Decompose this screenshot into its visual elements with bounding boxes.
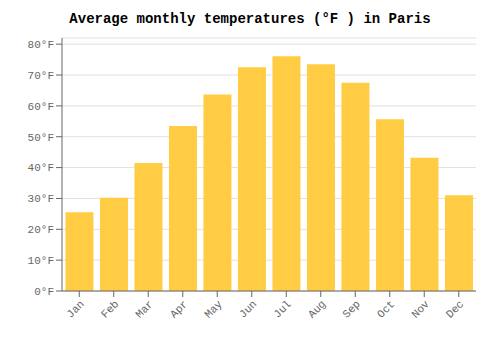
html-text:Average monthly temperatures (: Average monthly temperatures (°F ) in Pa…: [69, 11, 431, 27]
svg-text:60°F: 60°F: [28, 101, 54, 113]
svg-text:70°F: 70°F: [28, 70, 54, 82]
svg-text:40°F: 40°F: [28, 162, 54, 174]
svg-text:80°F: 80°F: [28, 39, 54, 51]
svg-text:Feb: Feb: [99, 298, 121, 320]
svg-text:Jul: Jul: [271, 298, 293, 320]
svg-text:20°F: 20°F: [28, 224, 54, 236]
svg-text:Oct: Oct: [375, 298, 397, 320]
svg-text:Jun: Jun: [237, 298, 259, 320]
svg-text:Apr: Apr: [168, 298, 190, 320]
svg-text:Dec: Dec: [444, 298, 466, 320]
svg-text:30°F: 30°F: [28, 193, 54, 205]
svg-text:50°F: 50°F: [28, 132, 54, 144]
svg-text:Nov: Nov: [409, 298, 432, 321]
svg-text:Sep: Sep: [340, 298, 362, 320]
svg-text:May: May: [202, 298, 225, 321]
svg-text:Jan: Jan: [64, 298, 86, 320]
svg-text:Mar: Mar: [133, 298, 155, 320]
svg-text:0°F: 0°F: [34, 286, 54, 298]
svg-text:10°F: 10°F: [28, 255, 54, 267]
svg-text:Aug: Aug: [306, 298, 328, 320]
